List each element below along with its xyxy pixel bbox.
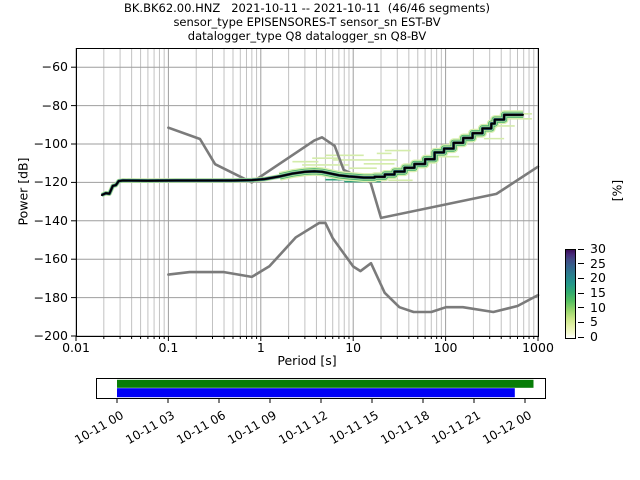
x-tick-label: 10 <box>345 340 362 355</box>
x-tick-label: 1000 <box>522 340 554 355</box>
colorbar-tick <box>578 321 584 323</box>
colorbar-tick-label: 15 <box>590 285 606 300</box>
colorbar-tick-label: 25 <box>590 255 606 271</box>
psd-mode-line-halo <box>100 112 524 198</box>
y-tick-label: −80 <box>41 97 68 113</box>
title-line-1: BK.BK62.00.HNZ 2021-10-11 -- 2021-10-11 … <box>124 1 490 15</box>
noise-model-low-NLNM <box>167 221 540 314</box>
colorbar-gradient <box>565 249 576 339</box>
coverage-bar-top <box>117 379 534 388</box>
title-line-2: sensor_type EPISENSORES-T sensor_sn EST-… <box>173 15 441 29</box>
y-tick-label: −60 <box>41 59 68 75</box>
x-tick-label: 1 <box>256 340 265 355</box>
axes-frame <box>76 48 539 337</box>
y-tick-label: −120 <box>33 174 68 190</box>
title-line-3: datalogger_type Q8 datalogger_sn Q8-BV <box>187 29 427 43</box>
x-axis-label: Period [s] <box>277 353 337 368</box>
colorbar-tick-label: 30 <box>590 241 606 256</box>
x-tick-label: 0.01 <box>62 340 90 355</box>
colorbar-tick <box>578 277 584 279</box>
colorbar-axis-label: [%] <box>609 179 625 202</box>
x-tick-label: 0.1 <box>158 340 179 355</box>
colorbar-tick-label: 20 <box>590 270 606 286</box>
psd-mode-line-halo <box>101 113 524 197</box>
coverage-bar-bottom <box>117 388 515 398</box>
noise-model-high-NHNM <box>167 126 540 220</box>
psd-mode-line <box>100 113 524 196</box>
y-tick-label: −140 <box>33 212 68 228</box>
colorbar-tick-label: 10 <box>590 299 606 315</box>
colorbar-tick-label: 0 <box>590 329 598 344</box>
y-tick-label: −160 <box>33 251 68 267</box>
y-tick-label: −180 <box>33 289 68 305</box>
y-tick-label: −100 <box>33 136 68 151</box>
y-tick-label: −200 <box>33 328 68 343</box>
colorbar-tick <box>578 263 584 265</box>
colorbar-tick <box>578 248 584 250</box>
x-tick-label: 100 <box>433 340 458 355</box>
colorbar-tick-label: 5 <box>590 314 598 330</box>
colorbar-tick <box>578 307 584 309</box>
colorbar-tick <box>578 292 584 294</box>
psd-mode-line-halo <box>101 113 524 197</box>
colorbar-tick <box>578 336 584 338</box>
